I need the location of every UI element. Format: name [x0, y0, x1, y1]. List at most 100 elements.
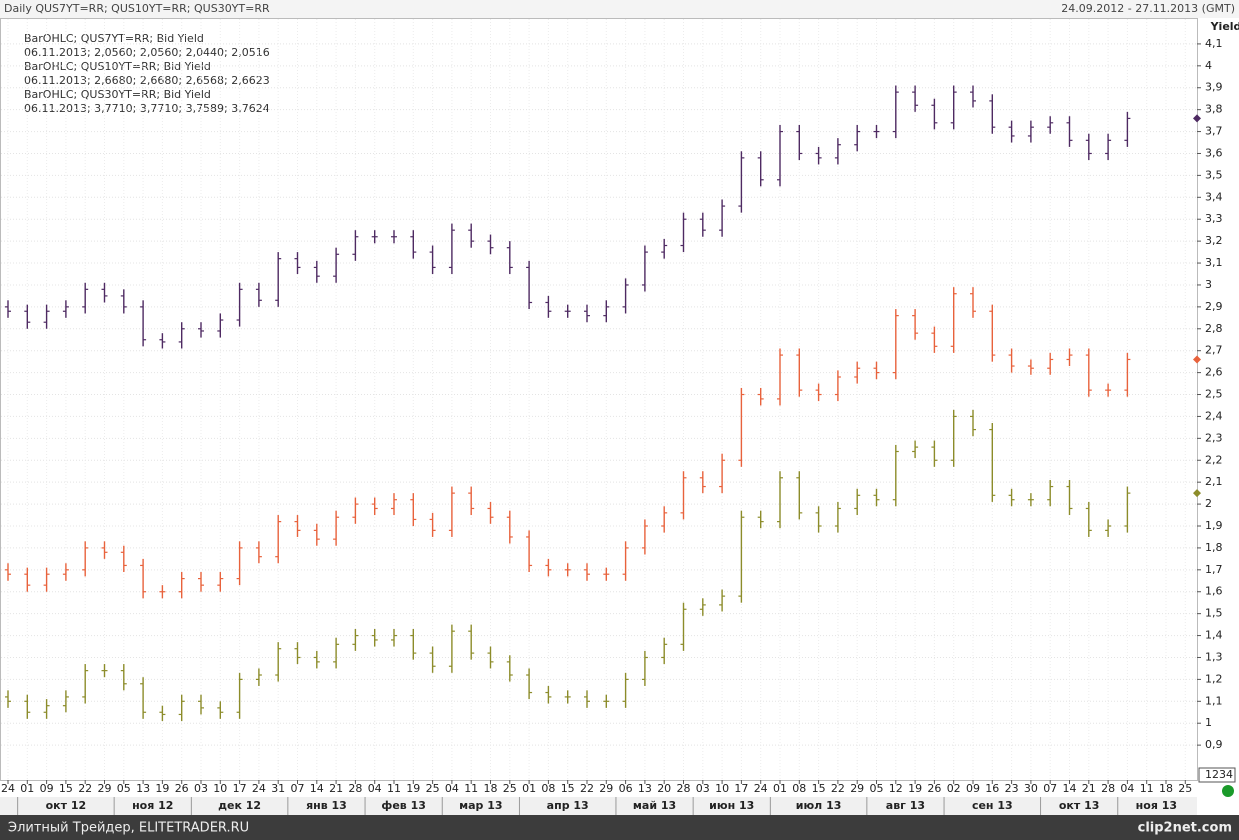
- x-tick-label: 22: [580, 782, 594, 795]
- legend-name: BarOHLC; QUS7YT=RR; Bid Yield: [24, 32, 204, 45]
- x-tick-label: 01: [522, 782, 536, 795]
- legend-name: BarOHLC; QUS30YT=RR; Bid Yield: [24, 88, 211, 101]
- month-label: сен 13: [972, 799, 1013, 812]
- x-tick-label: 25: [426, 782, 440, 795]
- month-label: июн 13: [709, 799, 754, 812]
- x-tick-label: 29: [599, 782, 613, 795]
- y-tick-label: 2,7: [1205, 344, 1223, 357]
- month-label: ноя 12: [132, 799, 173, 812]
- x-tick-label: 13: [136, 782, 150, 795]
- last-value-marker: [1193, 114, 1201, 123]
- y-tick-label: 1,3: [1205, 650, 1223, 663]
- x-tick-label: 20: [657, 782, 671, 795]
- y-tick-label: 2,8: [1205, 322, 1223, 335]
- x-tick-label: 29: [98, 782, 112, 795]
- last-value-marker: [1193, 489, 1201, 498]
- month-label: мар 13: [459, 799, 502, 812]
- x-tick-label: 04: [445, 782, 459, 795]
- x-tick-label: 07: [291, 782, 305, 795]
- y-tick-label: 2,5: [1205, 388, 1223, 401]
- x-tick-label: 14: [1063, 782, 1077, 795]
- month-label: окт 13: [1059, 799, 1100, 812]
- x-tick-label: 25: [503, 782, 517, 795]
- month-label: апр 13: [547, 799, 589, 812]
- x-tick-label: 28: [677, 782, 691, 795]
- x-tick-label: 24: [754, 782, 768, 795]
- x-tick-label: 05: [117, 782, 131, 795]
- y-tick-label: 2,4: [1205, 409, 1223, 422]
- x-tick-label: 07: [1043, 782, 1057, 795]
- y-tick-label: 2: [1205, 497, 1212, 510]
- y-tick-label: 4: [1205, 59, 1212, 72]
- y-tick-label: 2,9: [1205, 300, 1223, 313]
- x-tick-label: 28: [1101, 782, 1115, 795]
- y-tick-label: 1,8: [1205, 541, 1223, 554]
- y-tick-label: 3,9: [1205, 81, 1223, 94]
- x-tick-label: 18: [1159, 782, 1173, 795]
- legend-last: 06.11.2013; 3,7710; 3,7710; 3,7589; 3,76…: [24, 102, 270, 115]
- y-tick-label: 1,2: [1205, 672, 1223, 685]
- x-tick-label: 04: [1120, 782, 1134, 795]
- x-tick-label: 09: [966, 782, 980, 795]
- y-tick-label: 2,3: [1205, 431, 1223, 444]
- month-label: май 13: [633, 799, 676, 812]
- y-tick-label: 3,3: [1205, 212, 1223, 225]
- y-axis-label: Yield: [1210, 20, 1239, 33]
- y-tick-label: 3: [1205, 278, 1212, 291]
- legend-last: 06.11.2013; 2,6680; 2,6680; 2,6568; 2,66…: [24, 74, 270, 87]
- x-tick-label: 17: [734, 782, 748, 795]
- month-label: фев 13: [381, 799, 425, 812]
- y-tick-label: 3,1: [1205, 256, 1223, 269]
- y-tick-label: 3,2: [1205, 234, 1223, 247]
- x-tick-label: 06: [619, 782, 633, 795]
- x-tick-label: 15: [561, 782, 575, 795]
- y-tick-label: 3,4: [1205, 190, 1223, 203]
- x-tick-label: 03: [696, 782, 710, 795]
- x-tick-label: 24: [252, 782, 266, 795]
- x-tick-label: 12: [889, 782, 903, 795]
- x-tick-label: 19: [406, 782, 420, 795]
- x-tick-label: 10: [715, 782, 729, 795]
- x-tick-label: 11: [1140, 782, 1154, 795]
- watermark: clip2net.com: [1138, 821, 1232, 836]
- last-value-marker: [1193, 355, 1201, 364]
- y-tick-label: 2,6: [1205, 366, 1223, 379]
- legend-name: BarOHLC; QUS10YT=RR; Bid Yield: [24, 60, 211, 73]
- chart-title: Daily QUS7YT=RR; QUS10YT=RR; QUS30YT=RR: [4, 2, 270, 15]
- footer-bar: [0, 815, 1239, 840]
- x-tick-label: 24: [1, 782, 15, 795]
- x-tick-label: 28: [348, 782, 362, 795]
- y-tick-label: 1,1: [1205, 694, 1223, 707]
- y-tick-label: 3,6: [1205, 146, 1223, 159]
- x-tick-label: 19: [155, 782, 169, 795]
- axis-box: [1198, 767, 1236, 783]
- x-tick-label: 08: [541, 782, 555, 795]
- y-tick-label: 1: [1205, 716, 1212, 729]
- y-tick-label: 2,1: [1205, 475, 1223, 488]
- x-tick-label: 19: [908, 782, 922, 795]
- x-tick-label: 13: [638, 782, 652, 795]
- y-tick-label: 1,6: [1205, 585, 1223, 598]
- x-tick-label: 21: [1082, 782, 1096, 795]
- y-tick-label: 1,5: [1205, 607, 1223, 620]
- y-tick-label: 1,4: [1205, 629, 1223, 642]
- x-tick-label: 25: [1178, 782, 1192, 795]
- x-tick-label: 14: [310, 782, 324, 795]
- y-tick-label: 4,1: [1205, 37, 1223, 50]
- month-label: ноя 13: [1136, 799, 1177, 812]
- x-tick-label: 16: [985, 782, 999, 795]
- y-tick-label: 0,9: [1205, 738, 1223, 751]
- x-tick-label: 11: [387, 782, 401, 795]
- y-tick-label: 3,7: [1205, 125, 1223, 138]
- x-tick-label: 15: [812, 782, 826, 795]
- y-tick-label: 3,8: [1205, 103, 1223, 116]
- plot-frame: [0, 18, 1198, 781]
- x-tick-label: 26: [175, 782, 189, 795]
- x-tick-label: 31: [271, 782, 285, 795]
- month-label: дек 12: [218, 799, 261, 812]
- month-label: июл 13: [796, 799, 842, 812]
- y-tick-label: 3,5: [1205, 168, 1223, 181]
- month-label: авг 13: [886, 799, 925, 812]
